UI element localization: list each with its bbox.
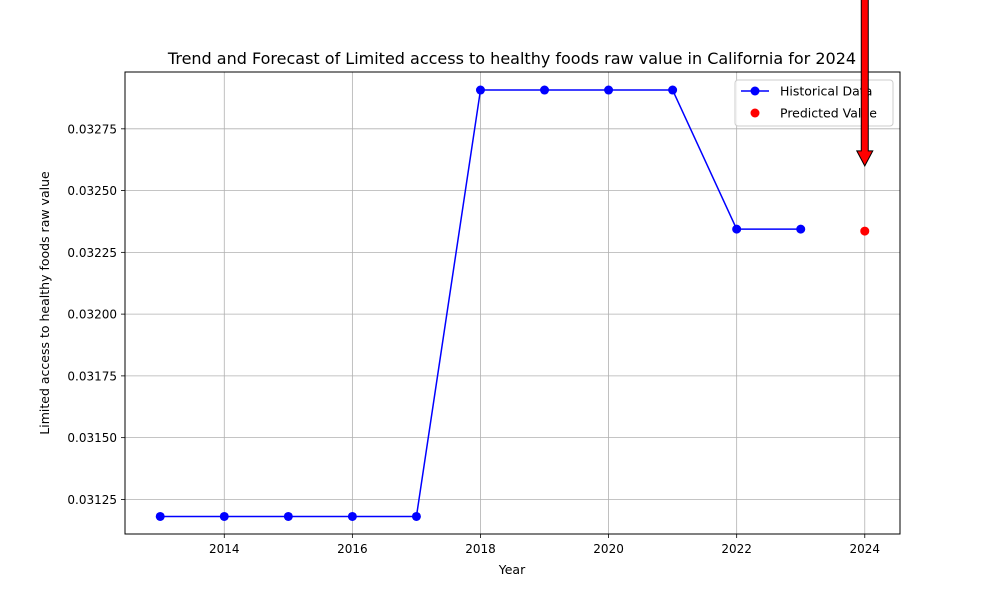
x-axis-label: Year: [498, 562, 526, 577]
legend-historical-marker: [750, 86, 760, 96]
historical-data-point: [283, 511, 293, 521]
plot-frame: [124, 71, 901, 535]
predicted-value-point: [860, 226, 870, 236]
y-tick-label: 0.03275: [67, 122, 117, 136]
annotation-layer: [855, 0, 874, 167]
y-tick-label: 0.03125: [67, 493, 117, 507]
historical-data-point: [604, 85, 614, 95]
y-tick-label: 0.03200: [67, 308, 117, 322]
historical-data-point: [347, 511, 357, 521]
legend-historical-label: Historical Data: [780, 84, 872, 99]
x-tick-label: 2018: [465, 542, 496, 556]
series-layer: [155, 85, 870, 521]
y-tick-label: 0.03175: [67, 369, 117, 383]
y-tick-label: 0.03250: [67, 184, 117, 198]
x-tick-label: 2024: [849, 542, 880, 556]
x-tick-label: 2022: [721, 542, 752, 556]
grid-layer: [125, 72, 900, 534]
y-tick-label: 0.03225: [67, 246, 117, 260]
legend: Historical Data Predicted Value: [734, 79, 894, 127]
historical-data-point: [475, 85, 485, 95]
historical-data-point: [411, 511, 421, 521]
historical-data-point: [219, 511, 229, 521]
historical-data-point: [668, 85, 678, 95]
tick-layer: 2014 2016 2018 2020 2022 2024 0.03125 0.03150 0.…: [67, 122, 880, 556]
x-tick-label: 2020: [593, 542, 624, 556]
chart-title: Trend and Forecast of Limited access to …: [167, 49, 856, 68]
legend-box: [734, 79, 894, 127]
x-tick-label: 2014: [209, 542, 240, 556]
historical-data-point: [540, 85, 550, 95]
y-axis-label: Limited access to healthy foods raw valu…: [37, 171, 52, 435]
x-tick-label: 2016: [337, 542, 368, 556]
historical-data-point: [796, 224, 806, 234]
legend-predicted-marker: [750, 108, 760, 118]
historical-data-point: [155, 511, 165, 521]
forecast-arrow: [855, 0, 874, 167]
historical-data-point: [732, 224, 742, 234]
legend-predicted-label: Predicted Value: [780, 106, 877, 121]
y-tick-label: 0.03150: [67, 431, 117, 445]
